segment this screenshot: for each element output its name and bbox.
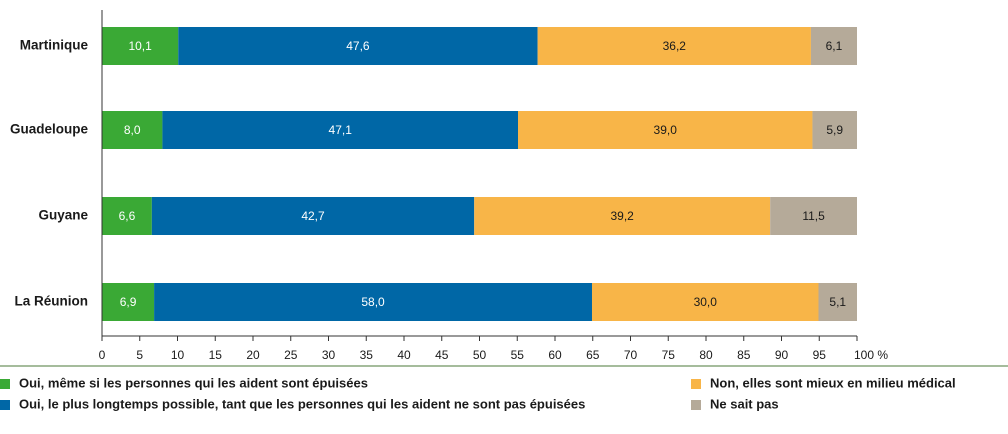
value-label: 42,7 [301,209,325,223]
legend-swatch [691,400,701,410]
y-tick-label: La Réunion [15,294,89,309]
y-tick-label: Guadeloupe [10,122,88,137]
x-tick-label: 70 [624,348,638,362]
x-tick-label: 20 [246,348,260,362]
x-tick-label: 65 [586,348,600,362]
bar-segment [178,27,538,65]
value-label: 36,2 [663,39,687,53]
value-label: 58,0 [361,295,385,309]
legend-label: Non, elles sont mieux en milieu médical [710,375,956,390]
bar-segment [474,197,771,235]
legend-label: Oui, le plus longtemps possible, tant qu… [19,396,585,411]
x-tick-label: 30 [322,348,336,362]
bar-segment [162,111,519,149]
x-tick-label: 15 [209,348,223,362]
bar-segment [518,111,813,149]
x-tick-label: 0 [99,348,106,362]
bar-segment [812,111,857,149]
legend-swatch [0,400,10,410]
legend-swatch [0,379,10,389]
x-tick-label: 90 [775,348,789,362]
value-label: 11,5 [802,209,825,223]
value-label: 39,2 [611,209,635,223]
legend-label: Ne sait pas [710,396,779,411]
value-label: 47,1 [329,123,353,137]
value-label: 5,1 [829,295,846,309]
x-tick-label: 60 [548,348,562,362]
x-tick-label: 25 [284,348,298,362]
bar-segment [154,283,592,321]
x-tick-label: 35 [360,348,374,362]
bar-segment [591,283,819,321]
bar-segment [151,197,475,235]
bar-segment [770,197,857,235]
value-label: 30,0 [694,295,718,309]
bar-segment [818,283,857,321]
x-tick-label: 55 [511,348,525,362]
value-label: 6,1 [826,39,843,53]
legend-label: Oui, même si les personnes qui les aiden… [19,375,368,390]
value-label: 8,0 [124,123,141,137]
value-label: 6,9 [120,295,137,309]
legend-swatch [691,379,701,389]
bar-segment [810,27,857,65]
value-label: 39,0 [654,123,678,137]
x-tick-label: 45 [435,348,449,362]
x-tick-label: 85 [737,348,751,362]
x-tick-label: 75 [662,348,676,362]
x-tick-label: 100 % [854,348,888,362]
bar-segment [102,283,155,321]
x-tick-label: 80 [699,348,713,362]
value-label: 10,1 [128,39,152,53]
y-tick-label: Guyane [38,208,88,223]
y-tick-label: Martinique [20,38,89,53]
x-tick-label: 10 [171,348,185,362]
x-tick-label: 50 [473,348,487,362]
value-label: 6,6 [119,209,136,223]
bar-segment [537,27,811,65]
bar-segment [102,197,152,235]
value-label: 5,9 [826,123,843,137]
x-tick-label: 40 [397,348,411,362]
bar-segment [102,111,163,149]
x-tick-label: 95 [813,348,827,362]
x-tick-label: 5 [136,348,143,362]
value-label: 47,6 [346,39,370,53]
bar-segment [102,27,179,65]
